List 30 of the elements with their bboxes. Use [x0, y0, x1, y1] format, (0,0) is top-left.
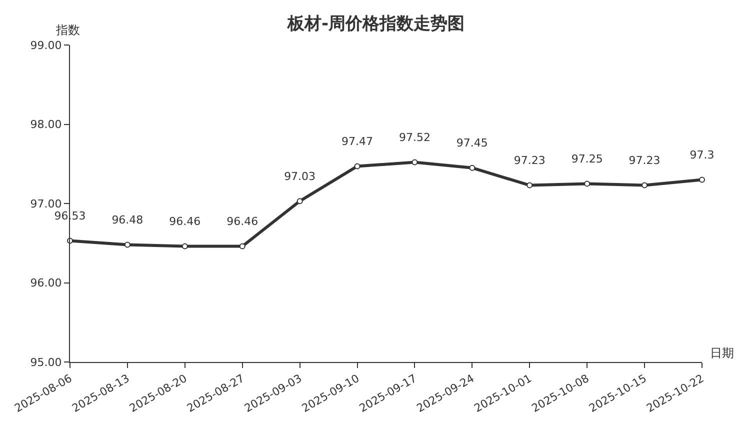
point	[239, 243, 246, 250]
point	[354, 163, 360, 170]
data-label: 96.48	[112, 214, 144, 227]
data-label: 96.46	[226, 215, 258, 228]
chart-title: 板材-周价格指数走势图	[286, 14, 465, 34]
y-axis-title: 指数	[55, 23, 80, 37]
point	[296, 198, 303, 204]
y-tick-label: 99.00	[30, 38, 62, 52]
point	[584, 180, 590, 187]
data-label: 97.03	[284, 170, 316, 183]
point	[526, 182, 533, 188]
data-label: 97.52	[398, 131, 430, 144]
data-label: 97.45	[456, 136, 488, 150]
y-tick-label: 95.00	[30, 356, 62, 369]
point	[412, 159, 418, 166]
y-tick-label: 98.00	[30, 118, 62, 132]
data-label: 97.47	[342, 135, 374, 148]
x-axis-title: 日期	[710, 346, 734, 360]
data-label: 96.46	[169, 215, 201, 228]
data-label: 97.3	[690, 148, 714, 162]
data-label: 97.23	[628, 154, 660, 168]
point	[469, 164, 476, 171]
data-label: 97.25	[571, 152, 603, 166]
y-tick-label: 96.00	[30, 276, 62, 290]
point	[699, 176, 705, 183]
data-label: 97.23	[514, 154, 546, 168]
point	[124, 242, 130, 248]
y-tick-label: 97.00	[30, 197, 62, 210]
point	[182, 243, 188, 250]
point	[642, 182, 648, 188]
